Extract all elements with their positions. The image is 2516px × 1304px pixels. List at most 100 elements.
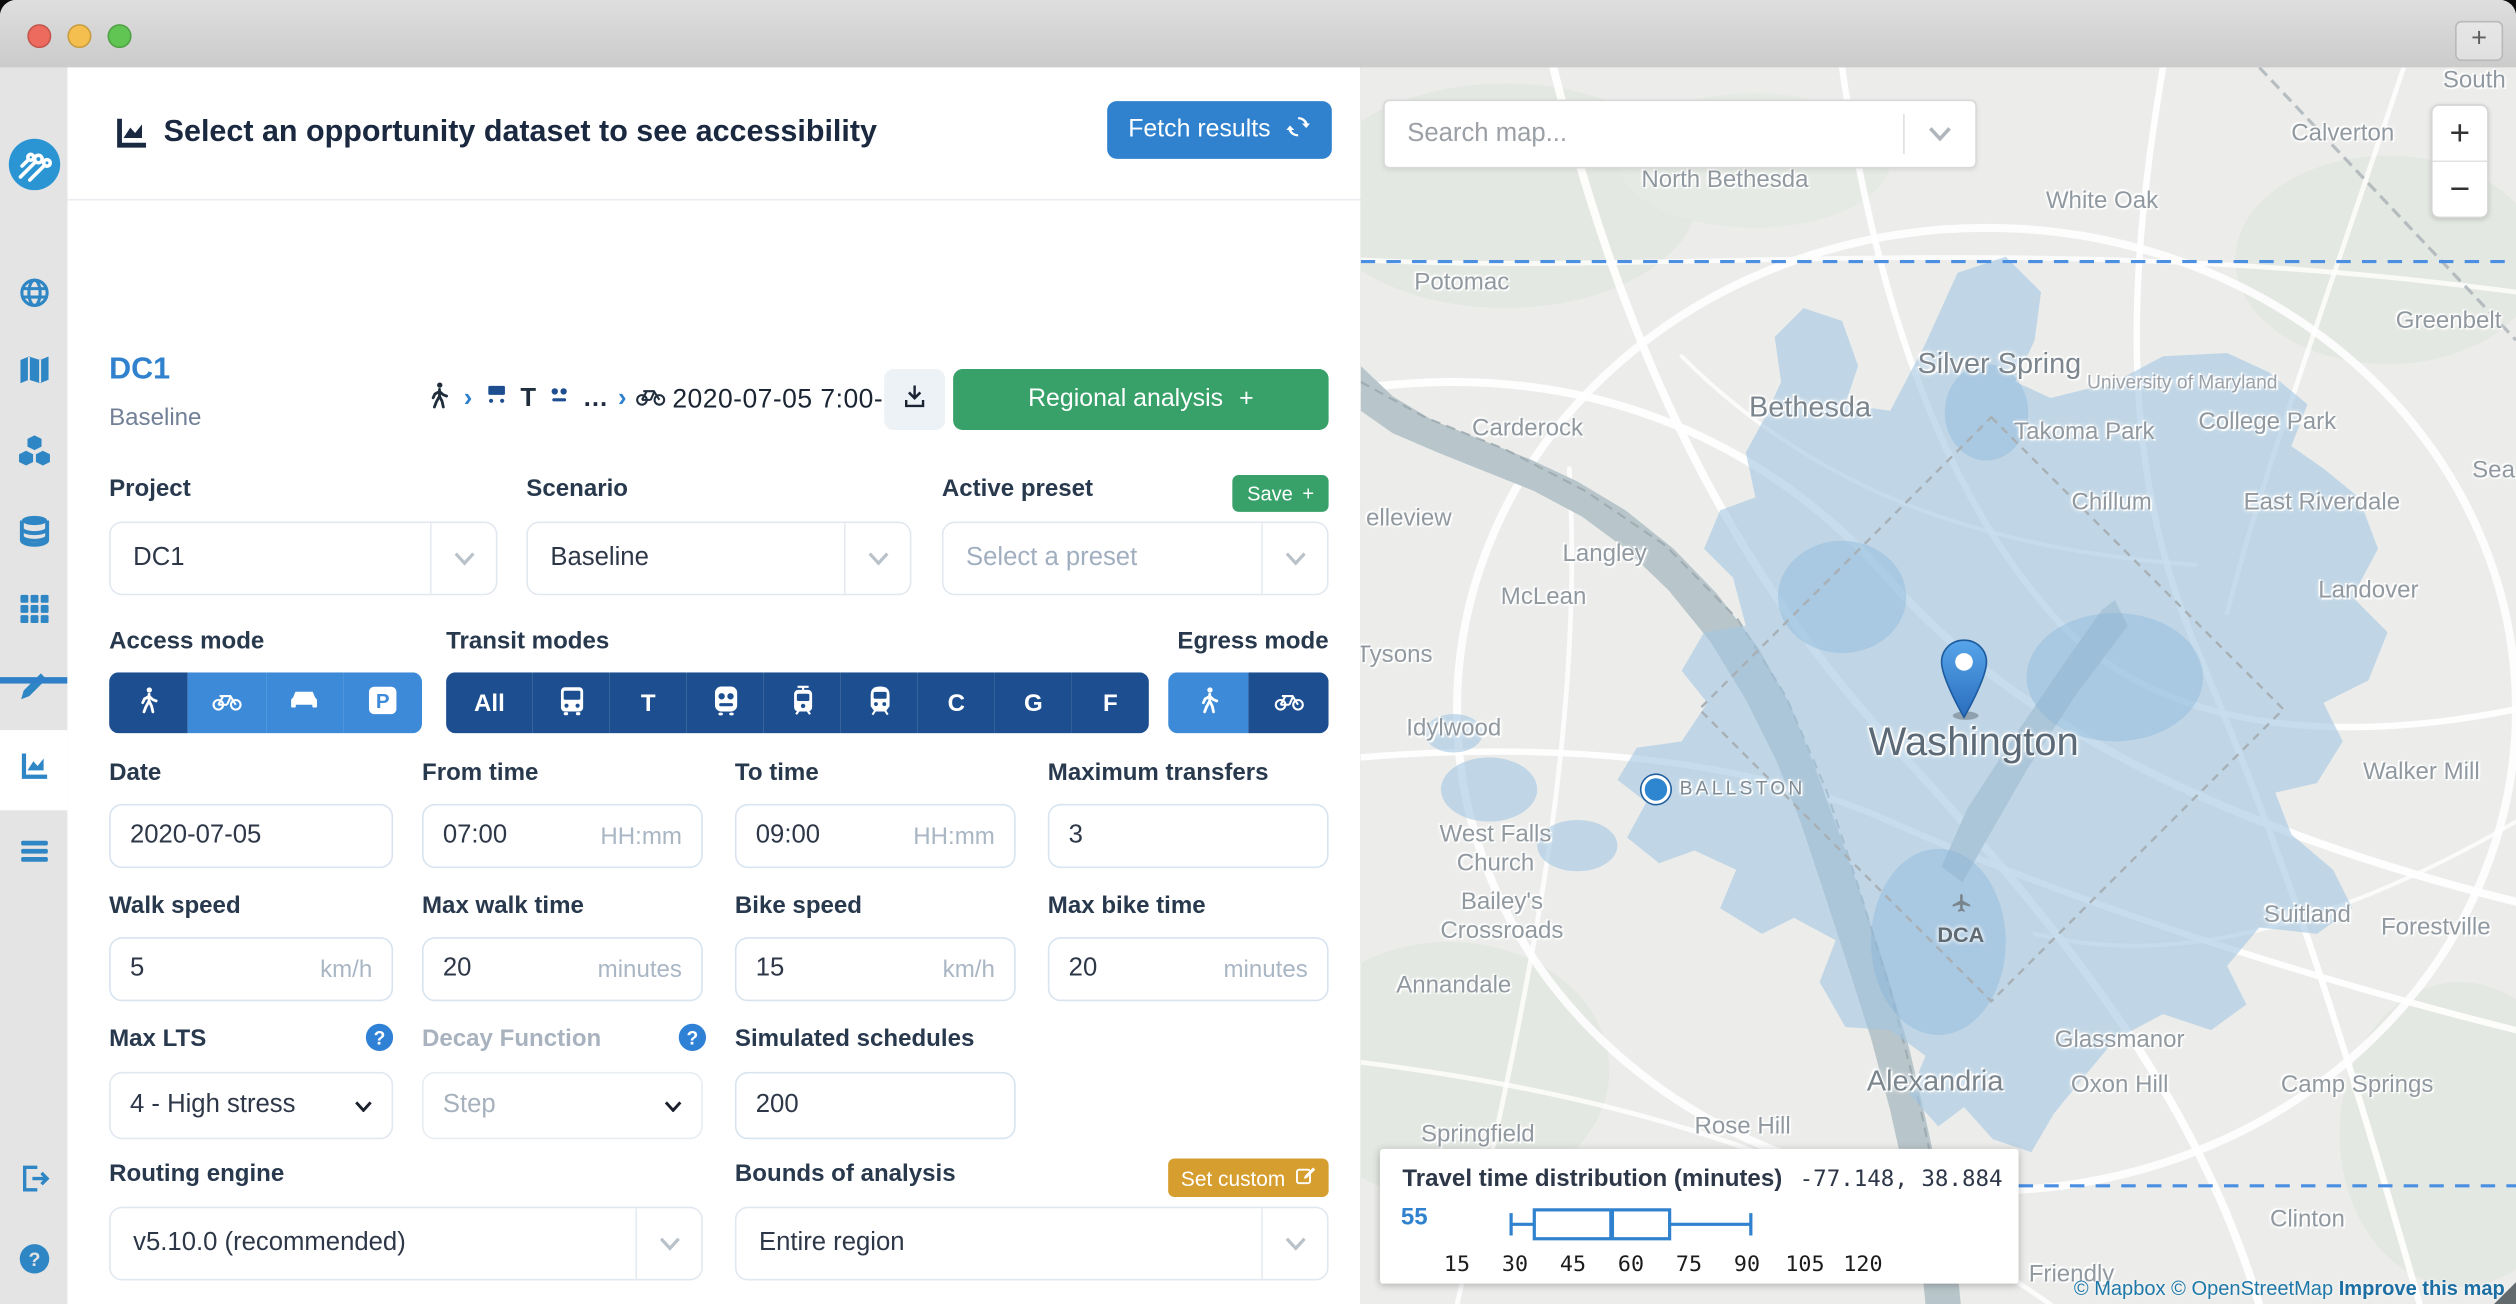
sidebar-item-grid[interactable]: [0, 578, 67, 649]
simulated-schedules-input[interactable]: 200: [735, 1072, 1016, 1139]
sidebar-item-map[interactable]: [0, 339, 67, 410]
bike-speed-input[interactable]: 15km/h: [735, 937, 1016, 1001]
mode-segment-metro[interactable]: [687, 672, 764, 733]
sidebar-item-cubes[interactable]: [0, 419, 67, 490]
preset-select[interactable]: Select a preset: [942, 521, 1329, 595]
sidebar-item-globe[interactable]: [0, 262, 67, 333]
zoom-in-button[interactable]: +: [2433, 106, 2488, 162]
close-window-button[interactable]: [27, 23, 51, 47]
sidebar-item-chart-area[interactable]: [0, 730, 67, 810]
from-time-input[interactable]: 07:00HH:mm: [422, 804, 703, 868]
map-label-carderock: Carderock: [1472, 415, 1583, 442]
sidebar-item-pencil[interactable]: [0, 655, 67, 726]
sidebar-item-database[interactable]: [0, 499, 67, 570]
mode-segment-tram[interactable]: [764, 672, 841, 733]
new-tab-button[interactable]: +: [2455, 21, 2503, 61]
mapbox-link[interactable]: © Mapbox: [2074, 1277, 2166, 1299]
mode-segment-walk[interactable]: [1168, 672, 1248, 733]
zoom-out-button[interactable]: −: [2433, 162, 2488, 217]
bus-icon: [556, 684, 586, 721]
transit-modes-group: All T CGF: [446, 672, 1149, 733]
minimize-window-button[interactable]: [67, 23, 91, 47]
map[interactable]: SouthNorth BethesdaWhite OakCalvertonGre…: [1361, 67, 2516, 1304]
regional-analysis-label: Regional analysis: [1028, 385, 1223, 414]
mode-segment-bike[interactable]: [1248, 672, 1328, 733]
sidebar-item-question[interactable]: ?: [0, 1228, 67, 1299]
regional-analysis-button[interactable]: Regional analysis +: [953, 369, 1328, 430]
mode-segment-car[interactable]: [266, 672, 344, 733]
map-icon: [17, 353, 51, 395]
max-bike-time-input[interactable]: 20minutes: [1048, 937, 1329, 1001]
map-label-springfield: Springfield: [1421, 1121, 1535, 1148]
map-label-bethesda: Bethesda: [1749, 391, 1871, 425]
car-icon: [289, 684, 319, 721]
metro-icon: [710, 684, 740, 721]
map-label-tysons: Tysons: [1361, 641, 1433, 668]
map-label-greenbelt: Greenbelt: [2396, 307, 2502, 334]
routing-engine-select[interactable]: v5.10.0 (recommended): [109, 1207, 703, 1281]
project-link[interactable]: DC1: [109, 353, 170, 388]
mode-segment-rail[interactable]: [841, 672, 918, 733]
scenario-select-value: Baseline: [550, 544, 844, 573]
walk-icon: [1193, 684, 1223, 721]
max-transfers-input[interactable]: 3: [1048, 804, 1329, 868]
improve-map-link[interactable]: Improve this map: [2339, 1277, 2505, 1299]
mode-segment-park[interactable]: P: [344, 672, 422, 733]
max-walk-time-input[interactable]: 20minutes: [422, 937, 703, 1001]
mode-segment-all[interactable]: All: [446, 672, 533, 733]
bounds-select[interactable]: Entire region: [735, 1207, 1329, 1281]
map-label-ballston: BALLSTON: [1680, 777, 1806, 799]
active-preset-label: Active preset: [942, 475, 1093, 502]
walk-speed-label: Walk speed: [109, 892, 241, 919]
sidebar-item-list[interactable]: [0, 820, 67, 891]
bike-icon: [636, 380, 666, 419]
access-mode-label: Access mode: [109, 627, 264, 654]
fetch-results-button[interactable]: Fetch results: [1107, 101, 1332, 159]
date-input[interactable]: 2020-07-05: [109, 804, 393, 868]
set-custom-bounds-button[interactable]: Set custom: [1168, 1159, 1329, 1198]
set-custom-label: Set custom: [1181, 1166, 1285, 1190]
map-label-langley: Langley: [1562, 540, 1646, 567]
sidebar-item-sign-out[interactable]: [0, 1147, 67, 1218]
sign-out-icon: [17, 1162, 51, 1204]
help-icon[interactable]: ?: [366, 1024, 393, 1051]
map-label-takoma-park: Takoma Park: [2014, 418, 2154, 445]
max-lts-select[interactable]: 4 - High stress: [109, 1072, 393, 1139]
mode-segment-f[interactable]: F: [1072, 672, 1149, 733]
walk-speed-unit: km/h: [320, 956, 372, 983]
mode-segment-g[interactable]: G: [995, 672, 1072, 733]
map-label-college-park: College Park: [2198, 408, 2336, 435]
mode-segment-bus[interactable]: [533, 672, 610, 733]
to-time-input[interactable]: 09:00HH:mm: [735, 804, 1016, 868]
svg-text:?: ?: [28, 1249, 40, 1271]
mode-segment-walk[interactable]: [109, 672, 187, 733]
map-attribution: © Mapbox © OpenStreetMap Improve this ma…: [2074, 1277, 2505, 1299]
zoom-window-button[interactable]: [108, 23, 132, 47]
project-label: Project: [109, 475, 191, 502]
origin-point-marker[interactable]: [1642, 775, 1671, 804]
axis-tick-30: 30: [1502, 1252, 1528, 1277]
save-preset-button[interactable]: Save +: [1233, 475, 1329, 512]
max-lts-value: 4 - High stress: [130, 1091, 295, 1120]
svg-text:P: P: [376, 689, 390, 712]
chevron-down-icon[interactable]: [1905, 127, 1976, 141]
app-window: + ? Select an opportunity dataset to see…: [0, 0, 2516, 1304]
mode-segment-c[interactable]: C: [918, 672, 995, 733]
mode-segment-bike[interactable]: [187, 672, 265, 733]
help-icon[interactable]: ?: [679, 1024, 706, 1051]
download-button[interactable]: [884, 369, 945, 430]
project-select[interactable]: DC1: [109, 521, 497, 595]
map-search-box[interactable]: Search map...: [1383, 99, 1977, 168]
map-label-suitland: Suitland: [2264, 901, 2351, 928]
map-label-university-of-maryland: University of Maryland: [2087, 371, 2277, 393]
panel-header: Select an opportunity dataset to see acc…: [67, 67, 1360, 200]
plus-icon: +: [1239, 385, 1254, 414]
map-pin[interactable]: [1938, 639, 1989, 730]
map-label-walker-mill: Walker Mill: [2363, 758, 2480, 785]
walk-speed-input[interactable]: 5km/h: [109, 937, 393, 1001]
osm-link[interactable]: © OpenStreetMap: [2171, 1277, 2333, 1299]
resize-grip[interactable]: [2494, 1282, 2516, 1304]
sidebar-item-logo[interactable]: [0, 133, 67, 204]
scenario-select[interactable]: Baseline: [526, 521, 911, 595]
mode-segment-t[interactable]: T: [610, 672, 687, 733]
